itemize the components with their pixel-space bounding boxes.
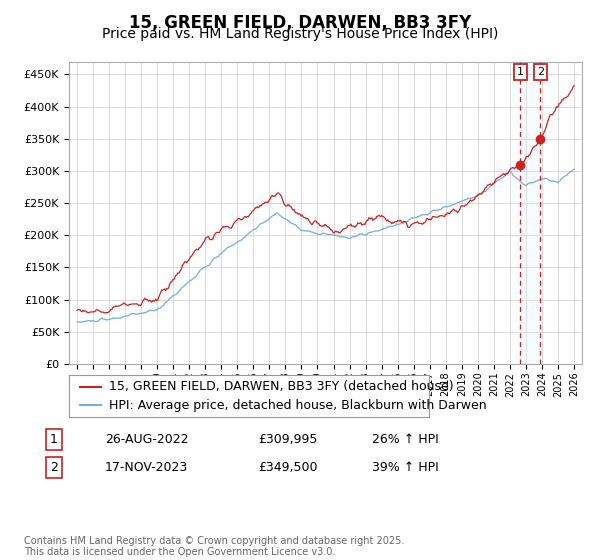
Text: 1: 1: [50, 433, 58, 446]
Bar: [520, 62, 541, 364]
Text: 26-AUG-2022: 26-AUG-2022: [105, 433, 188, 446]
Text: 1: 1: [517, 67, 524, 77]
Text: HPI: Average price, detached house, Blackburn with Darwen: HPI: Average price, detached house, Blac…: [109, 399, 486, 412]
Text: Contains HM Land Registry data © Crown copyright and database right 2025.
This d: Contains HM Land Registry data © Crown c…: [24, 535, 404, 557]
Text: £349,500: £349,500: [258, 461, 317, 474]
Text: 2: 2: [537, 67, 544, 77]
Text: 39% ↑ HPI: 39% ↑ HPI: [372, 461, 439, 474]
Text: 17-NOV-2023: 17-NOV-2023: [105, 461, 188, 474]
Text: £309,995: £309,995: [258, 433, 317, 446]
Text: Price paid vs. HM Land Registry's House Price Index (HPI): Price paid vs. HM Land Registry's House …: [102, 27, 498, 41]
Text: 2: 2: [50, 461, 58, 474]
Text: 26% ↑ HPI: 26% ↑ HPI: [372, 433, 439, 446]
Text: 15, GREEN FIELD, DARWEN, BB3 3FY: 15, GREEN FIELD, DARWEN, BB3 3FY: [129, 14, 471, 32]
Text: 15, GREEN FIELD, DARWEN, BB3 3FY (detached house): 15, GREEN FIELD, DARWEN, BB3 3FY (detach…: [109, 380, 453, 394]
